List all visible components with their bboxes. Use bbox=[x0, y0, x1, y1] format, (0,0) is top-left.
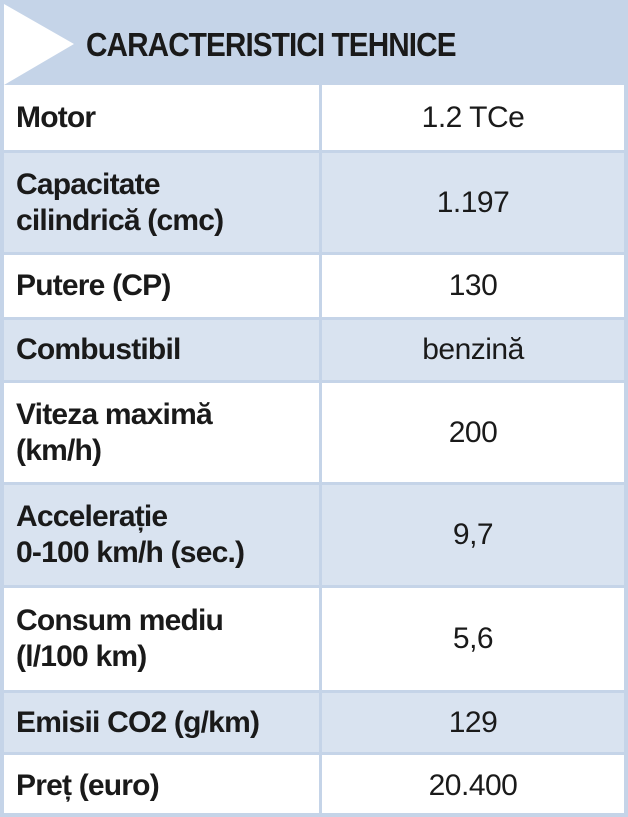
spec-value: 20.400 bbox=[428, 769, 518, 802]
spec-value: 1.2 TCe bbox=[421, 100, 525, 134]
table-row: Capacitate cilindrică (cmc) 1.197 bbox=[4, 150, 624, 252]
table-row: Viteza maximă (km/h) 200 bbox=[4, 380, 624, 482]
spec-value: 129 bbox=[448, 705, 498, 739]
header: CARACTERISTICI TEHNICE bbox=[4, 4, 624, 85]
spec-table: Motor 1.2 TCe Capacitate cilindrică (cmc) 1… bbox=[4, 85, 624, 817]
spec-label: Motor bbox=[4, 85, 322, 150]
spec-value: benzină bbox=[422, 333, 524, 366]
header-title: CARACTERISTICI TEHNICE bbox=[86, 26, 457, 63]
spec-label: Consum mediu (l/100 km) bbox=[4, 588, 322, 690]
table-row: Putere (CP) 130 bbox=[4, 252, 624, 317]
spec-label: Combustibil bbox=[4, 320, 322, 380]
spec-value: 5,6 bbox=[452, 622, 494, 655]
spec-value: 200 bbox=[448, 415, 498, 449]
spec-label: Emisii CO2 (g/km) bbox=[4, 693, 322, 752]
spec-value: 1.197 bbox=[436, 185, 510, 219]
spec-label: Viteza maximă (km/h) bbox=[4, 383, 322, 482]
spec-label: Capacitate cilindrică (cmc) bbox=[4, 153, 322, 252]
spec-value: 9,7 bbox=[452, 518, 494, 551]
table-row: Emisii CO2 (g/km) 129 bbox=[4, 690, 624, 752]
spec-label: Accelerație 0-100 km/h (sec.) bbox=[4, 485, 322, 585]
spec-value: 130 bbox=[448, 269, 498, 302]
table-row: Preț (euro) 20.400 bbox=[4, 752, 624, 817]
table-row: Accelerație 0-100 km/h (sec.) 9,7 bbox=[4, 482, 624, 585]
table-row: Motor 1.2 TCe bbox=[4, 85, 624, 150]
table-row: Combustibil benzină bbox=[4, 317, 624, 380]
spec-label: Putere (CP) bbox=[4, 255, 322, 317]
header-arrow bbox=[4, 4, 74, 85]
spec-label: Preț (euro) bbox=[4, 755, 322, 817]
table-row: Consum mediu (l/100 km) 5,6 bbox=[4, 585, 624, 690]
